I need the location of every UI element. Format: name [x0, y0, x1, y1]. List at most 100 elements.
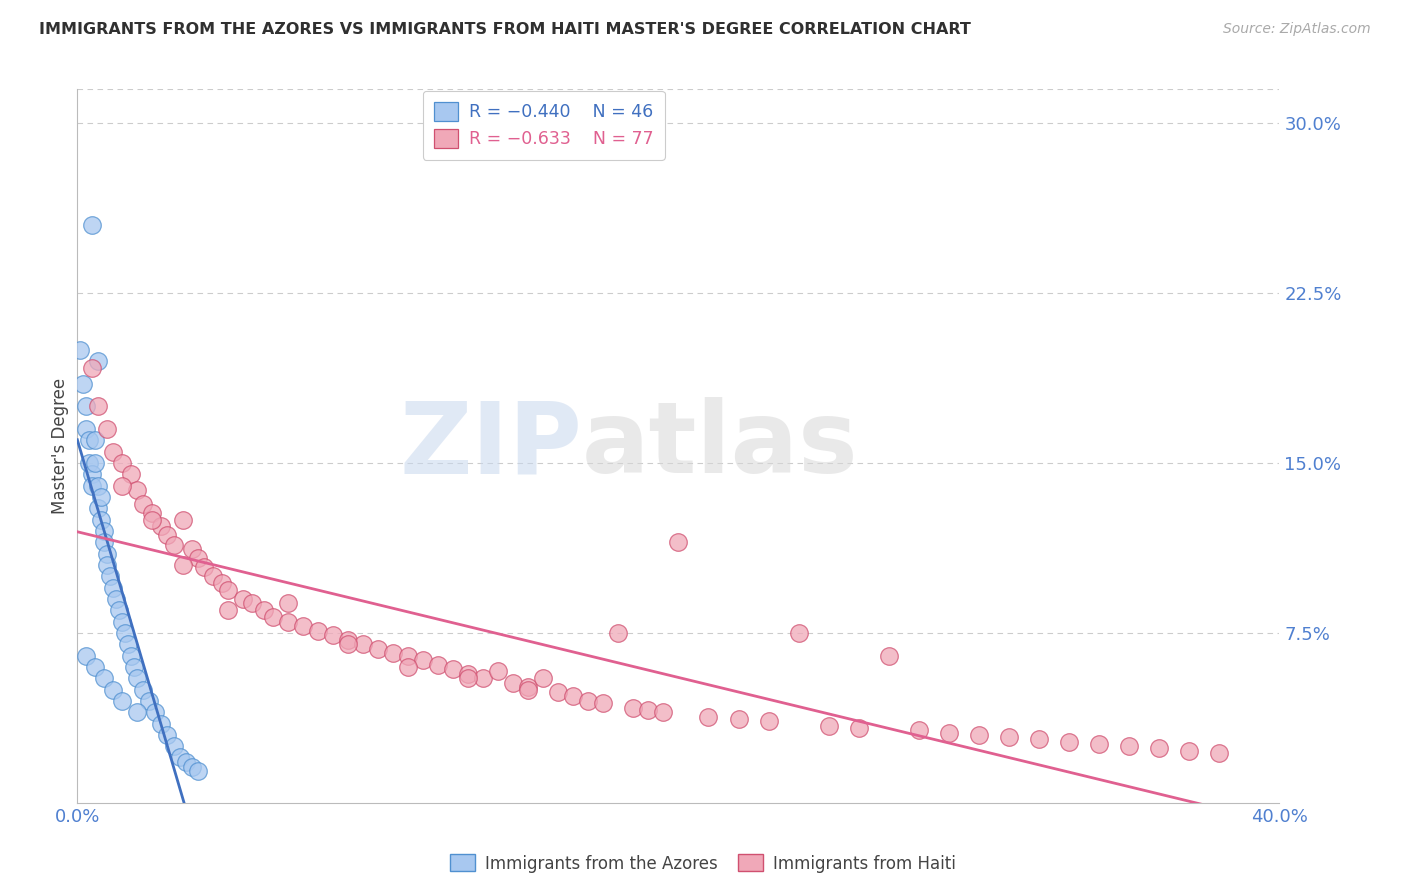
Point — [187, 551, 209, 566]
Point — [193, 560, 215, 574]
Text: IMMIGRANTS FROM THE AZORES VS IMMIGRANTS FROM HAITI MASTER'S DEGREE CORRELATION : IMMIGRANTS FROM THE AZORES VS IMMIGRANTS… — [39, 22, 972, 37]
Point — [652, 705, 675, 719]
Point — [103, 682, 125, 697]
Point — [427, 657, 450, 672]
Point — [111, 478, 134, 492]
Point — [117, 637, 139, 651]
Point — [668, 535, 690, 549]
Point — [75, 422, 97, 436]
Point — [621, 700, 644, 714]
Point — [82, 360, 104, 375]
Point — [576, 694, 599, 708]
Point — [637, 703, 659, 717]
Point — [96, 547, 118, 561]
Point — [127, 671, 149, 685]
Point — [132, 682, 155, 697]
Point — [90, 490, 112, 504]
Point — [132, 497, 155, 511]
Point — [381, 646, 404, 660]
Point — [162, 739, 184, 754]
Point — [472, 671, 495, 685]
Point — [172, 558, 194, 572]
Point — [156, 728, 179, 742]
Point — [111, 456, 134, 470]
Point — [592, 696, 614, 710]
Point — [1208, 746, 1230, 760]
Point — [336, 632, 359, 647]
Point — [787, 626, 810, 640]
Point — [1178, 744, 1201, 758]
Point — [87, 501, 110, 516]
Point — [120, 648, 142, 663]
Point — [1057, 734, 1080, 748]
Point — [517, 680, 540, 694]
Point — [180, 542, 202, 557]
Point — [307, 624, 329, 638]
Point — [697, 709, 720, 723]
Point — [127, 705, 149, 719]
Point — [1149, 741, 1171, 756]
Point — [93, 535, 115, 549]
Point — [111, 615, 134, 629]
Point — [84, 660, 107, 674]
Point — [352, 637, 374, 651]
Point — [938, 725, 960, 739]
Point — [517, 682, 540, 697]
Point — [141, 513, 163, 527]
Point — [138, 694, 160, 708]
Point — [217, 603, 239, 617]
Point — [93, 671, 115, 685]
Point — [114, 626, 136, 640]
Point — [69, 343, 91, 357]
Point — [156, 528, 179, 542]
Point — [96, 422, 118, 436]
Point — [441, 662, 464, 676]
Text: ZIP: ZIP — [399, 398, 582, 494]
Point — [103, 581, 125, 595]
Point — [201, 569, 224, 583]
Point — [607, 626, 630, 640]
Point — [502, 675, 524, 690]
Point — [277, 597, 299, 611]
Point — [848, 721, 870, 735]
Point — [84, 456, 107, 470]
Point — [232, 591, 254, 606]
Point — [141, 506, 163, 520]
Point — [180, 759, 202, 773]
Point — [87, 478, 110, 492]
Point — [817, 719, 839, 733]
Point — [998, 730, 1021, 744]
Point — [336, 637, 359, 651]
Point — [100, 569, 122, 583]
Point — [396, 660, 419, 674]
Point — [75, 400, 97, 414]
Point — [396, 648, 419, 663]
Point — [72, 376, 94, 391]
Point — [211, 576, 233, 591]
Point — [908, 723, 931, 738]
Point — [174, 755, 197, 769]
Point — [96, 558, 118, 572]
Y-axis label: Master's Degree: Master's Degree — [51, 378, 69, 514]
Text: Source: ZipAtlas.com: Source: ZipAtlas.com — [1223, 22, 1371, 37]
Point — [412, 653, 434, 667]
Point — [93, 524, 115, 538]
Point — [1028, 732, 1050, 747]
Point — [103, 444, 125, 458]
Point — [162, 537, 184, 551]
Point — [967, 728, 990, 742]
Point — [1088, 737, 1111, 751]
Point — [277, 615, 299, 629]
Point — [90, 513, 112, 527]
Point — [486, 665, 509, 679]
Point — [82, 467, 104, 482]
Point — [291, 619, 314, 633]
Point — [82, 478, 104, 492]
Point — [562, 690, 585, 704]
Point — [169, 750, 191, 764]
Point — [87, 400, 110, 414]
Point — [124, 660, 146, 674]
Point — [727, 712, 749, 726]
Point — [547, 685, 569, 699]
Point — [531, 671, 554, 685]
